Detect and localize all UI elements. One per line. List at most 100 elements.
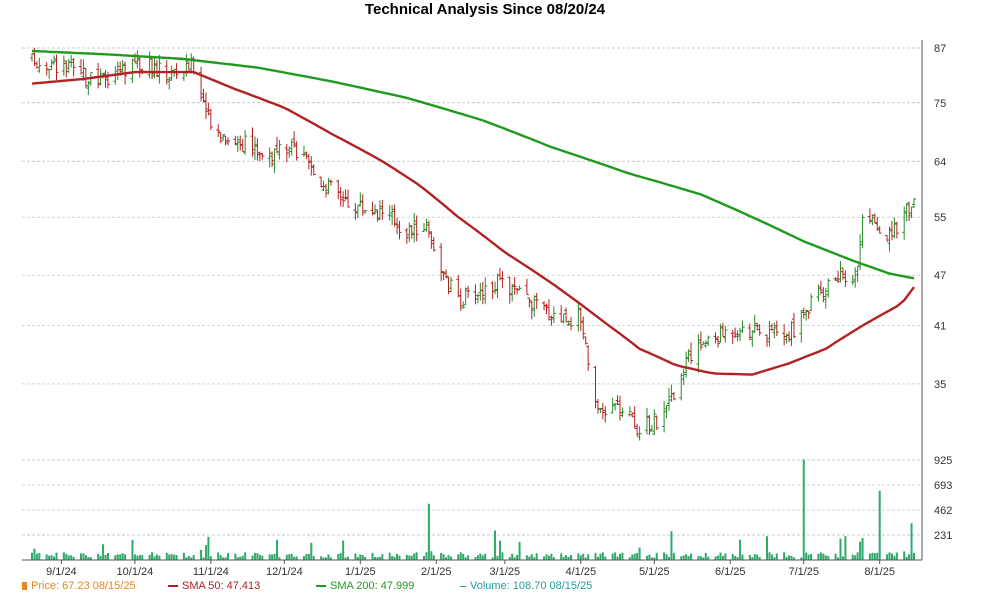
volume-bar — [320, 556, 323, 560]
volume-bar — [276, 539, 278, 560]
volume-bar — [427, 503, 430, 560]
volume-bar — [484, 553, 487, 560]
volume-bar — [672, 552, 675, 560]
volume-bar — [175, 555, 178, 560]
volume-bar — [158, 555, 161, 560]
volume-bar — [97, 553, 100, 560]
volume-bar — [405, 554, 408, 560]
volume-tick-label: 462 — [934, 505, 952, 517]
volume-bar — [501, 552, 504, 560]
volume-bar — [582, 553, 585, 560]
volume-bar — [119, 554, 122, 560]
volume-bar — [511, 553, 514, 560]
volume-bar — [702, 557, 705, 560]
volume-bar — [398, 555, 401, 560]
volume-bar — [792, 557, 795, 560]
x-tick-label: 2/1/25 — [421, 566, 452, 578]
volume-bar — [378, 556, 381, 560]
volume-bar — [547, 555, 550, 560]
volume-bars — [31, 459, 915, 560]
x-tick-label: 11/1/24 — [193, 566, 229, 578]
legend-price-label: Price: 67.23 08/15/25 — [31, 580, 136, 592]
volume-bar — [295, 556, 298, 560]
volume-bar — [567, 556, 570, 560]
volume-bar — [481, 555, 484, 560]
volume-bar — [217, 552, 220, 560]
x-tick-label: 12/1/24 — [266, 566, 303, 578]
volume-bar — [908, 554, 911, 560]
volume-bar — [234, 553, 237, 560]
volume-bar — [736, 557, 739, 560]
volume-bar — [72, 557, 75, 560]
volume-bar — [104, 555, 107, 560]
volume-bar — [31, 552, 33, 560]
volume-bar — [859, 541, 862, 560]
volume-bar — [841, 556, 844, 560]
volume-bar — [361, 555, 364, 560]
volume-bar — [768, 552, 771, 560]
chart-title: Technical Analysis Since 08/20/24 — [364, 1, 606, 18]
volume-bar — [325, 557, 327, 560]
volume-bar — [356, 556, 359, 560]
volume-bar — [616, 556, 619, 560]
volume-bar — [415, 552, 418, 560]
x-tick-label: 5/1/25 — [639, 566, 670, 578]
volume-bar — [327, 554, 330, 560]
legend-price: Price: 67.23 08/15/25 — [22, 580, 136, 592]
volume-bar — [253, 552, 256, 560]
volume-bar — [256, 553, 259, 560]
volume-bar — [302, 556, 305, 560]
moving-averages — [31, 49, 915, 376]
volume-bar — [393, 557, 396, 560]
volume-bar — [344, 557, 347, 560]
volume-bar — [805, 552, 808, 560]
volume-bar — [822, 553, 825, 560]
volume-bar — [543, 556, 546, 560]
volume-swatch-icon — [460, 585, 466, 587]
volume-bar — [819, 552, 822, 560]
volume-bar — [467, 555, 470, 560]
volume-bar — [285, 554, 288, 560]
volume-bar — [38, 553, 41, 560]
volume-bar — [596, 556, 599, 560]
volume-bar — [753, 554, 756, 560]
volume-bar — [165, 552, 168, 560]
volume-bar — [251, 555, 254, 560]
volume-bar — [479, 553, 482, 560]
x-tick-label: 10/1/24 — [117, 566, 154, 578]
volume-bar — [268, 554, 271, 560]
volume-bar — [535, 553, 538, 560]
y-tick-label: 35 — [934, 379, 946, 391]
volume-bar — [413, 553, 416, 560]
volume-bar — [584, 557, 587, 560]
volume-bar — [410, 555, 413, 560]
volume-bar — [545, 554, 548, 560]
x-tick-label: 9/1/24 — [46, 566, 77, 578]
sma50-line — [31, 70, 915, 376]
volume-bar — [102, 544, 105, 560]
volume-bar — [204, 545, 207, 560]
volume-bar — [374, 557, 376, 560]
volume-bar — [530, 554, 533, 560]
volume-bar — [65, 553, 68, 560]
volume-bar — [337, 554, 340, 560]
volume-bar — [312, 555, 315, 560]
volume-bar — [447, 555, 450, 560]
volume-bar — [871, 552, 874, 560]
volume-bar — [391, 555, 394, 560]
volume-bar — [724, 553, 727, 560]
volume-bar — [721, 555, 724, 560]
volume-bar — [121, 553, 124, 560]
price-swatch-icon — [22, 582, 27, 591]
volume-bar — [359, 554, 362, 560]
volume-bar — [106, 552, 109, 560]
volume-bar — [552, 557, 555, 560]
volume-bar — [408, 555, 411, 560]
legend-sma50: SMA 50: 47.413 — [168, 580, 260, 592]
volume-bar — [837, 557, 840, 560]
volume-bar — [817, 553, 820, 560]
volume-bar — [611, 553, 614, 560]
volume-bar — [717, 555, 719, 560]
volume-bar — [449, 556, 452, 560]
